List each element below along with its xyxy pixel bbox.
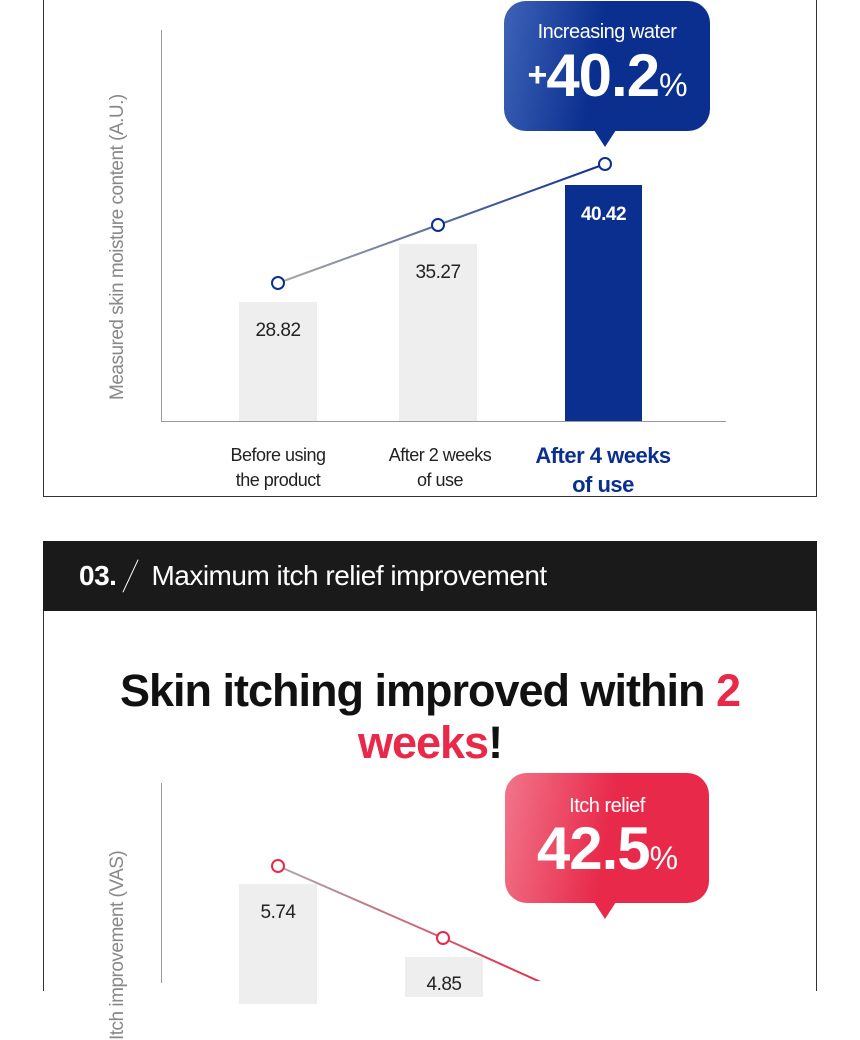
bar-before: 28.82 (239, 302, 317, 421)
headline: Skin itching improved within 2 weeks! (43, 665, 817, 769)
point-2-weeks (431, 218, 445, 232)
callout-caption: Increasing water (537, 21, 677, 43)
headline-text: Skin itching improved within (119, 665, 716, 716)
x-label-line: After 4 weeks (535, 443, 671, 468)
x-label-2-weeks: After 2 weeks of use (360, 443, 520, 493)
x-label-line: Before using (230, 445, 326, 465)
x-label-line: the product (235, 470, 321, 490)
callout-tail (594, 902, 616, 919)
point-before (271, 859, 285, 873)
x-axis (161, 421, 726, 422)
callout-unit: % (649, 840, 678, 876)
callout-tail (594, 130, 616, 147)
point-before (271, 276, 285, 290)
x-label-line: After 2 weeks (388, 445, 492, 465)
moisture-callout: Increasing water +40.2% (504, 1, 710, 131)
headline-highlight: 2 weeks (357, 665, 741, 768)
bar-2-weeks: 35.27 (399, 244, 477, 421)
slash-divider (122, 559, 139, 593)
section-title: Maximum itch relief improvement (151, 560, 547, 591)
x-label-line: of use (572, 472, 634, 497)
point-4-weeks (598, 157, 612, 171)
y-axis (161, 783, 162, 983)
section-header: 03. Maximum itch relief improvement (43, 541, 817, 611)
point-2-weeks (436, 931, 450, 945)
bar-4-weeks: 40.42 (565, 185, 642, 421)
callout-caption: Itch relief (569, 795, 645, 817)
callout-value: 40.2 (546, 42, 660, 109)
bar-value: 5.74 (260, 902, 296, 923)
headline-suffix: ! (488, 717, 503, 768)
bar-value: 40.42 (580, 204, 627, 225)
bar-value: 28.82 (255, 320, 301, 341)
x-label-line: of use (416, 470, 464, 490)
moisture-trend-line (271, 157, 612, 290)
callout-prefix: + (527, 56, 547, 94)
itch-trend-line (271, 859, 541, 981)
itch-chart-panel (43, 611, 817, 991)
moisture-chart-panel (43, 0, 817, 497)
x-label-4-weeks: After 4 weeks of use (513, 441, 693, 499)
callout-unit: % (659, 67, 687, 103)
y-axis (161, 30, 162, 422)
callout-value: 42.5 (536, 815, 651, 882)
bar-value: 35.27 (415, 262, 461, 283)
section-number: 03. (79, 560, 117, 591)
itch-callout: Itch relief 42.5% (505, 773, 709, 903)
x-label-before: Before using the product (198, 443, 358, 493)
